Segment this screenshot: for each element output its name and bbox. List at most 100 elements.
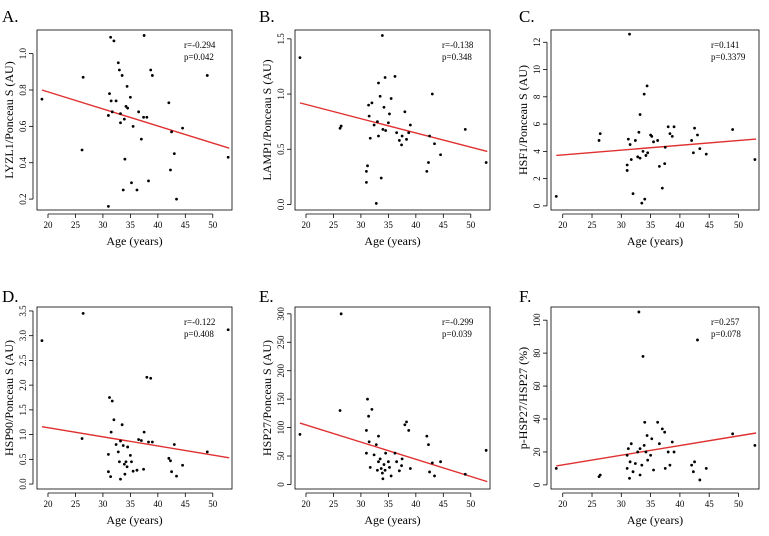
x-tick-label: 45 bbox=[705, 220, 715, 230]
data-point bbox=[367, 103, 371, 107]
data-point bbox=[365, 429, 368, 432]
data-point bbox=[374, 443, 378, 447]
stat-p: p=0.078 bbox=[711, 329, 741, 339]
y-tick-label: 0.2 bbox=[18, 193, 28, 204]
data-point bbox=[397, 469, 401, 473]
data-point bbox=[408, 467, 412, 470]
data-point bbox=[393, 74, 397, 78]
data-point bbox=[484, 448, 488, 452]
data-point bbox=[386, 121, 390, 125]
data-point bbox=[631, 192, 635, 196]
data-point bbox=[367, 114, 371, 118]
y-tick-label: 100 bbox=[532, 313, 542, 327]
data-point bbox=[629, 442, 633, 446]
data-point bbox=[181, 126, 184, 130]
x-tick-label: 40 bbox=[675, 499, 685, 509]
data-point bbox=[631, 470, 635, 474]
data-point bbox=[463, 472, 467, 476]
panel-label: A. bbox=[2, 7, 19, 26]
data-point bbox=[382, 463, 386, 466]
data-point bbox=[626, 447, 630, 451]
data-point bbox=[167, 101, 171, 105]
data-point bbox=[372, 453, 376, 457]
data-point bbox=[484, 161, 488, 164]
data-point bbox=[169, 168, 172, 172]
x-tick-label: 40 bbox=[411, 220, 421, 230]
data-point bbox=[704, 467, 708, 470]
data-point bbox=[366, 397, 369, 401]
data-point bbox=[643, 420, 647, 424]
data-point bbox=[121, 444, 125, 447]
data-point bbox=[81, 75, 85, 79]
data-point bbox=[633, 139, 637, 142]
data-point bbox=[370, 407, 374, 411]
data-point bbox=[652, 140, 655, 144]
plot-frame bbox=[36, 29, 233, 211]
panel-d: D. 20 25 30 35 40 45 50 Age (years) 0.0 0.5 1.0 1.5 2… bbox=[2, 287, 233, 527]
data-point bbox=[383, 468, 387, 472]
data-point bbox=[427, 443, 430, 447]
data-point bbox=[663, 162, 667, 166]
data-point bbox=[137, 110, 141, 114]
y-tick-label: 0 bbox=[532, 482, 542, 487]
data-point bbox=[374, 201, 378, 205]
x-tick-label: 30 bbox=[98, 499, 108, 509]
x-axis-title: Age (years) bbox=[106, 513, 162, 527]
data-point bbox=[370, 101, 374, 105]
data-point bbox=[108, 396, 111, 399]
y-tick-label: 1.0 bbox=[276, 88, 286, 100]
data-point bbox=[339, 124, 343, 128]
regression-line bbox=[556, 432, 757, 467]
data-point bbox=[384, 129, 388, 132]
data-point bbox=[400, 134, 404, 138]
data-point bbox=[393, 451, 397, 455]
data-point bbox=[554, 194, 558, 198]
x-tick-label: 35 bbox=[646, 220, 656, 230]
data-point bbox=[641, 355, 645, 358]
data-point bbox=[640, 201, 644, 205]
plot-frame bbox=[294, 29, 491, 211]
data-point bbox=[657, 442, 661, 446]
data-point bbox=[365, 180, 368, 184]
data-point bbox=[430, 92, 434, 96]
y-tick-label: 0.8 bbox=[18, 84, 28, 96]
data-point bbox=[142, 34, 146, 37]
x-tick-label: 50 bbox=[208, 220, 218, 230]
x-tick-label: 50 bbox=[734, 220, 744, 230]
data-point bbox=[372, 123, 376, 127]
data-point bbox=[660, 427, 664, 431]
x-tick-label: 20 bbox=[301, 220, 311, 230]
data-point bbox=[145, 375, 149, 379]
data-point bbox=[633, 462, 637, 465]
data-point bbox=[753, 158, 757, 161]
data-point bbox=[112, 418, 116, 422]
data-point bbox=[383, 76, 387, 79]
data-point bbox=[379, 467, 383, 470]
data-point bbox=[109, 99, 113, 103]
data-point bbox=[81, 312, 85, 315]
plot-frame bbox=[550, 306, 760, 490]
data-point bbox=[439, 153, 442, 157]
data-point bbox=[107, 204, 110, 208]
data-point bbox=[114, 99, 118, 103]
data-point bbox=[649, 453, 653, 457]
data-point bbox=[150, 74, 154, 77]
data-point bbox=[597, 139, 601, 142]
data-point bbox=[668, 463, 672, 467]
data-point bbox=[170, 130, 173, 134]
y-tick-label: 0.0 bbox=[276, 198, 286, 210]
y-tick-label: 4 bbox=[532, 149, 542, 154]
x-tick-label: 50 bbox=[466, 220, 476, 230]
data-point bbox=[120, 74, 124, 77]
y-tick-label: 20 bbox=[532, 447, 542, 457]
data-point bbox=[629, 158, 633, 161]
y-tick-label: 12 bbox=[532, 38, 542, 47]
x-tick-label: 40 bbox=[153, 499, 163, 509]
y-tick-label: 50 bbox=[276, 451, 286, 461]
x-axis-title: Age (years) bbox=[106, 234, 162, 248]
data-point bbox=[128, 453, 132, 457]
data-point bbox=[377, 434, 380, 438]
y-tick-label: 0 bbox=[532, 203, 542, 208]
data-point bbox=[638, 473, 642, 477]
stat-p: p=0.039 bbox=[442, 329, 472, 339]
